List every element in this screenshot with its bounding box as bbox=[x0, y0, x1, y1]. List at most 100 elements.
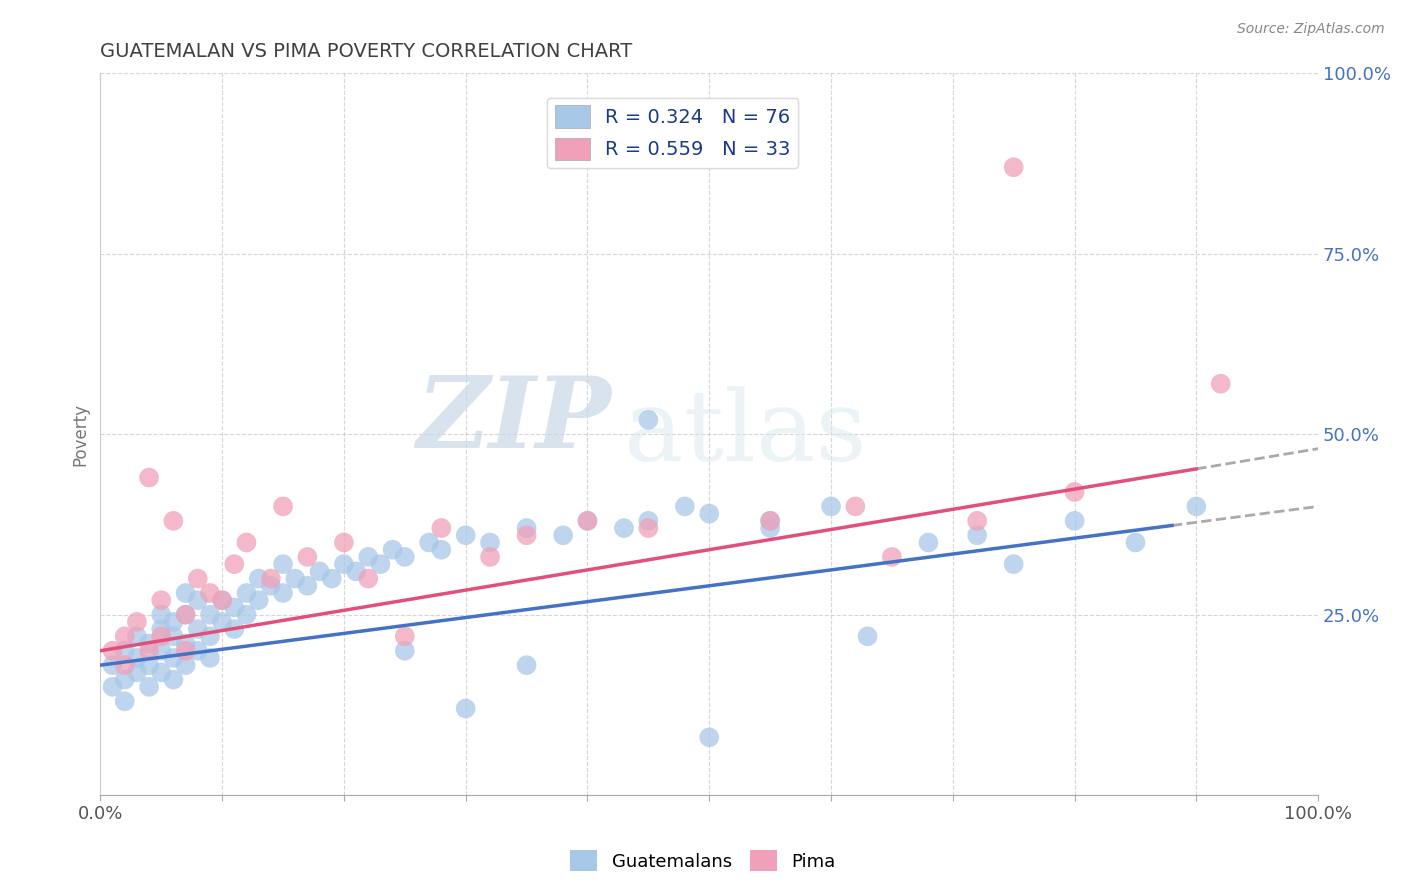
Point bbox=[1063, 514, 1085, 528]
Point bbox=[759, 514, 782, 528]
Point bbox=[187, 644, 209, 658]
Point bbox=[162, 651, 184, 665]
Y-axis label: Poverty: Poverty bbox=[72, 403, 89, 466]
Point bbox=[271, 500, 294, 514]
Point bbox=[271, 557, 294, 571]
Point bbox=[917, 535, 939, 549]
Point bbox=[333, 535, 356, 549]
Point bbox=[211, 593, 233, 607]
Point bbox=[1125, 535, 1147, 549]
Point bbox=[637, 514, 659, 528]
Legend: R = 0.324   N = 76, R = 0.559   N = 33: R = 0.324 N = 76, R = 0.559 N = 33 bbox=[547, 97, 799, 168]
Point bbox=[516, 658, 538, 673]
Point bbox=[187, 622, 209, 636]
Point bbox=[759, 514, 782, 528]
Point bbox=[697, 731, 720, 745]
Point bbox=[759, 521, 782, 535]
Point bbox=[479, 549, 502, 564]
Point bbox=[820, 500, 842, 514]
Point bbox=[211, 615, 233, 629]
Point bbox=[1002, 160, 1025, 174]
Point bbox=[271, 586, 294, 600]
Point bbox=[150, 629, 173, 643]
Point bbox=[224, 622, 246, 636]
Point bbox=[224, 557, 246, 571]
Point bbox=[198, 651, 221, 665]
Point bbox=[174, 636, 197, 650]
Point bbox=[430, 521, 453, 535]
Point bbox=[333, 557, 356, 571]
Point bbox=[162, 615, 184, 629]
Point bbox=[114, 629, 136, 643]
Point bbox=[138, 680, 160, 694]
Point bbox=[114, 658, 136, 673]
Point bbox=[162, 629, 184, 643]
Point bbox=[150, 644, 173, 658]
Point bbox=[114, 673, 136, 687]
Point bbox=[297, 579, 319, 593]
Point bbox=[247, 572, 270, 586]
Point bbox=[211, 593, 233, 607]
Point bbox=[1063, 485, 1085, 500]
Point bbox=[114, 644, 136, 658]
Point bbox=[880, 549, 903, 564]
Point bbox=[138, 470, 160, 484]
Point bbox=[321, 572, 343, 586]
Point bbox=[235, 586, 257, 600]
Point bbox=[418, 535, 440, 549]
Point bbox=[260, 572, 283, 586]
Point bbox=[162, 673, 184, 687]
Point bbox=[576, 514, 599, 528]
Point bbox=[174, 607, 197, 622]
Point bbox=[394, 629, 416, 643]
Point bbox=[150, 593, 173, 607]
Point bbox=[235, 607, 257, 622]
Point bbox=[150, 665, 173, 680]
Point bbox=[394, 644, 416, 658]
Point bbox=[297, 549, 319, 564]
Point bbox=[101, 680, 124, 694]
Point bbox=[576, 514, 599, 528]
Point bbox=[454, 701, 477, 715]
Point bbox=[125, 615, 148, 629]
Point bbox=[284, 572, 307, 586]
Point bbox=[697, 507, 720, 521]
Point bbox=[357, 549, 380, 564]
Point bbox=[516, 521, 538, 535]
Point bbox=[174, 607, 197, 622]
Point bbox=[114, 694, 136, 708]
Point bbox=[308, 565, 330, 579]
Point bbox=[454, 528, 477, 542]
Point bbox=[138, 636, 160, 650]
Point bbox=[394, 549, 416, 564]
Point bbox=[150, 607, 173, 622]
Point bbox=[187, 572, 209, 586]
Point bbox=[966, 528, 988, 542]
Point bbox=[187, 593, 209, 607]
Point bbox=[198, 586, 221, 600]
Point bbox=[224, 600, 246, 615]
Point bbox=[198, 607, 221, 622]
Point bbox=[174, 644, 197, 658]
Point bbox=[1209, 376, 1232, 391]
Text: GUATEMALAN VS PIMA POVERTY CORRELATION CHART: GUATEMALAN VS PIMA POVERTY CORRELATION C… bbox=[100, 42, 633, 61]
Point bbox=[174, 658, 197, 673]
Point bbox=[613, 521, 636, 535]
Point bbox=[381, 542, 404, 557]
Point bbox=[479, 535, 502, 549]
Point bbox=[1002, 557, 1025, 571]
Text: ZIP: ZIP bbox=[416, 372, 612, 468]
Point bbox=[260, 579, 283, 593]
Point bbox=[430, 542, 453, 557]
Point bbox=[162, 514, 184, 528]
Point bbox=[966, 514, 988, 528]
Point bbox=[1185, 500, 1208, 514]
Point bbox=[125, 629, 148, 643]
Point bbox=[138, 658, 160, 673]
Point bbox=[370, 557, 392, 571]
Point bbox=[101, 658, 124, 673]
Point bbox=[344, 565, 367, 579]
Point bbox=[516, 528, 538, 542]
Text: Source: ZipAtlas.com: Source: ZipAtlas.com bbox=[1237, 22, 1385, 37]
Point bbox=[125, 665, 148, 680]
